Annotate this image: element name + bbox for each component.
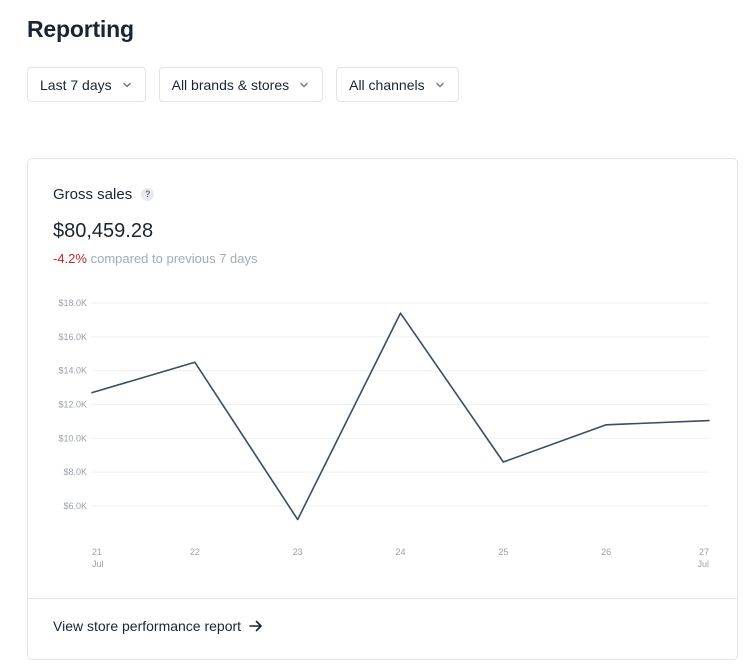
question-mark-icon[interactable]: ? [141,188,155,201]
page-title: Reporting [27,16,134,42]
y-tick-label: $16.0K [58,332,87,342]
y-tick-label: $8.0K [63,467,87,477]
x-tick-label: 22 [190,547,200,557]
chevron-down-icon [300,82,308,87]
channels-filter[interactable]: All channels [336,67,459,102]
data-point[interactable] [498,457,508,467]
y-tick-label: $18.0K [58,298,87,308]
y-tick-label: $10.0K [58,433,87,443]
card-footer: View store performance report [28,598,737,659]
x-tick-sublabel: Jul [92,559,104,569]
arrow-right-icon [249,620,262,632]
data-point[interactable] [190,357,200,367]
x-tick-label: 26 [601,547,611,557]
gross-sales-card: Gross sales ? $80,459.28 -4.2% compared … [27,158,738,660]
gross-sales-line [91,312,710,521]
channels-filter-label: All channels [349,76,425,93]
comparison-line: -4.2% compared to previous 7 days [53,251,258,266]
card-title: Gross sales [53,186,133,203]
store-performance-report-link[interactable]: View store performance report [53,618,263,634]
brands-stores-filter[interactable]: All brands & stores [158,67,324,102]
data-point[interactable] [601,420,611,430]
brands-stores-filter-label: All brands & stores [171,76,290,93]
y-tick-label: $6.0K [63,501,87,511]
x-tick-label: 24 [395,547,405,557]
filter-bar: Last 7 days All brands & stores All chan… [27,67,459,102]
data-point[interactable] [704,416,714,426]
y-tick-label: $12.0K [58,400,87,410]
comparison-text: compared to previous 7 days [90,251,258,266]
x-tick-label: 23 [293,547,303,557]
x-tick-sublabel: Jul [697,559,709,569]
data-point[interactable] [293,515,303,525]
chevron-down-icon [122,82,131,87]
chevron-down-icon [435,82,444,87]
date-range-filter[interactable]: Last 7 days [27,67,146,102]
footer-link-label: View store performance report [53,618,242,634]
data-point[interactable] [396,308,406,318]
x-tick-label: 25 [498,547,508,557]
gross-sales-value: $80,459.28 [53,220,154,242]
date-range-filter-label: Last 7 days [40,76,112,93]
x-tick-label: 27 [699,547,709,557]
card-header: Gross sales ? [53,186,155,203]
x-tick-label: 21 [92,547,102,557]
delta-percentage: -4.2% [53,251,87,266]
gross-sales-chart: $6.0K $8.0K $10.0K $12.0K $14.0K $16.0K $18.0K… [58,298,714,569]
y-tick-label: $14.0K [58,366,87,376]
data-point[interactable] [87,388,97,398]
